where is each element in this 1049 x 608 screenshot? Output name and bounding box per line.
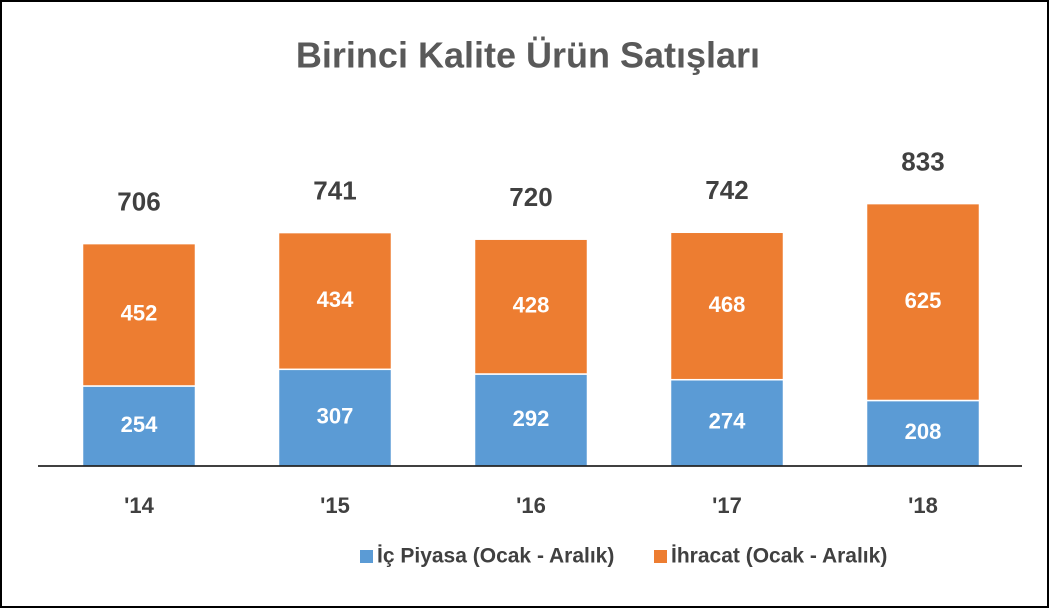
x-tick-label: '18: [908, 493, 938, 518]
bar-segment: [473, 373, 589, 467]
x-tick-label: '16: [516, 493, 546, 518]
bar-segment: [277, 368, 393, 467]
data-label: 428: [513, 292, 550, 317]
data-label: 274: [709, 409, 746, 434]
bar-segment: [669, 231, 785, 381]
data-label: 625: [905, 288, 942, 313]
total-label: 742: [705, 175, 748, 205]
x-tick-label: '15: [320, 493, 350, 518]
data-label: 468: [709, 292, 746, 317]
bar-segment: [81, 385, 197, 467]
data-label: 434: [317, 287, 354, 312]
bar-segment: [865, 399, 981, 467]
x-tick-label: '14: [124, 493, 154, 518]
bar-segment: [865, 202, 981, 402]
bar-segment: [473, 238, 589, 375]
data-label: 208: [905, 419, 942, 444]
total-label: 741: [313, 175, 356, 205]
chart-title: Birinci Kalite Ürün Satışları: [296, 35, 760, 76]
total-label: 706: [117, 186, 160, 216]
total-label: 720: [509, 182, 552, 212]
bar-segment: [277, 231, 393, 371]
legend-label: İç Piyasa (Ocak - Aralık): [377, 545, 614, 568]
data-label: 254: [121, 412, 158, 437]
x-tick-label: '17: [712, 493, 742, 518]
data-label: 452: [121, 301, 158, 326]
total-label: 833: [901, 146, 944, 176]
legend-swatch: [360, 550, 373, 563]
legend-label: İhracat (Ocak - Aralık): [671, 545, 887, 568]
legend-swatch: [654, 550, 667, 563]
bar-segment: [81, 242, 197, 387]
data-label: 307: [317, 403, 354, 428]
bar-segment: [669, 378, 785, 467]
data-label: 292: [513, 406, 550, 431]
